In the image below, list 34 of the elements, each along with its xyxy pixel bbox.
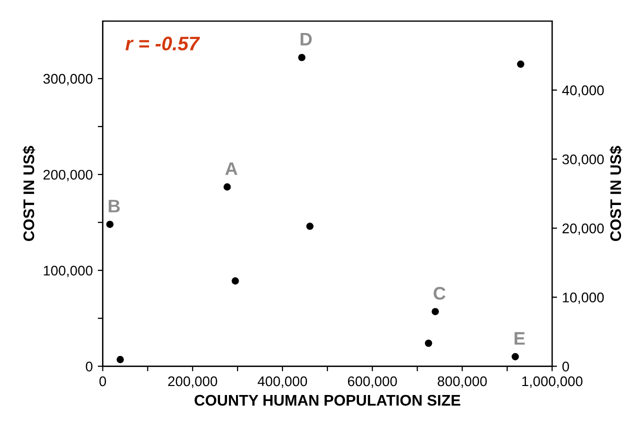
y-tick-label: 300,000	[43, 74, 92, 86]
point	[106, 220, 114, 228]
annotation: r = -0.57	[126, 36, 200, 50]
x-tick-label: 1,000,000	[522, 376, 582, 388]
y2-tick-label: 30,000	[562, 154, 604, 166]
point	[424, 340, 432, 347]
y2-tick-label: 40,000	[562, 85, 604, 97]
y2-tick-label: 0	[562, 362, 570, 372]
annotation: C	[434, 286, 446, 300]
y2-tick-label: 10,000	[562, 292, 604, 304]
x-tick-label: 800,000	[438, 376, 487, 388]
annotation: E	[514, 332, 525, 345]
point	[232, 277, 239, 285]
point	[298, 54, 306, 62]
annotation: B	[108, 200, 120, 212]
x-tick-label: 600,000	[348, 376, 397, 388]
y-tick-label: 200,000	[43, 170, 92, 182]
x-axis-title: COUNTY HUMAN POPULATION SIZE	[194, 394, 460, 406]
y-tick-label: 100,000	[44, 266, 92, 278]
annotation: D	[300, 32, 312, 46]
x-tick-label: 400,000	[258, 376, 308, 388]
point	[306, 222, 314, 230]
point	[116, 356, 124, 364]
point	[224, 183, 231, 191]
y2-tick-label: 20,000	[562, 224, 604, 235]
point	[432, 308, 439, 316]
y2-axis-title: COST IN US$	[610, 146, 622, 241]
annotation: A	[225, 162, 238, 175]
x-tick-label: 200,000	[168, 376, 218, 388]
x-tick-label: 0	[99, 376, 106, 386]
y-axis-title: COST IN US$	[22, 146, 36, 241]
y-tick-label: 0	[86, 362, 92, 372]
point	[512, 353, 519, 360]
point	[517, 60, 524, 68]
